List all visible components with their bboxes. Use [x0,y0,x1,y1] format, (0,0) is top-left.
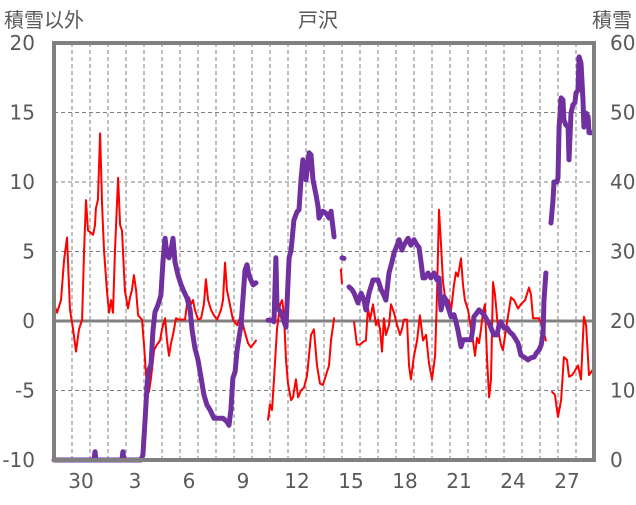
x-tick-label: 9 [237,469,250,493]
x-tick-label: 18 [392,469,417,493]
x-tick-label: 24 [500,469,525,493]
x-tick-label: 12 [284,469,309,493]
left-y-tick-label: 0 [22,309,35,333]
left-y-tick-label: 20 [10,31,35,55]
snow-line-segment [548,54,595,226]
x-tick-label: 6 [183,469,196,493]
right-y-tick-label: 30 [610,240,635,264]
right-y-tick-label: 20 [610,309,635,333]
gridlines [54,42,594,461]
x-tick-label: 27 [554,469,579,493]
right-y-tick-label: 60 [610,31,635,55]
left-axis-title: 積雪以外 [4,8,84,32]
chart-title: 戸沢 [298,8,338,32]
right-y-tick-label: 50 [610,101,635,125]
left-y-tick-label: -5 [15,379,35,403]
series-other-than-snow [53,132,594,421]
left-y-tick-label: 15 [10,101,35,125]
series-lines [51,54,595,463]
snow-line-segment [51,235,259,463]
right-y-tick-label: 10 [610,379,635,403]
x-tick-label: 3 [129,469,142,493]
series-snow-depth [51,54,595,463]
other-line-segment [53,132,257,393]
left-y-tick-label: 5 [22,240,35,264]
other-line-segment [353,208,547,399]
right-y-tick-label: 40 [610,170,635,194]
x-tick-label: 15 [338,469,363,493]
other-line-segment [267,299,336,421]
snow-line-segment [339,255,347,261]
other-line-segment [551,315,594,418]
snow-line-segment [265,150,337,330]
left-y-tick-label: -10 [2,448,35,472]
left-y-tick-label: 10 [10,170,35,194]
tick-labels: -10 -5 0 5 10 15 20 0 10 20 30 40 50 60 30 3 6 9 12 15 18 21 2… [2,31,635,493]
right-y-tick-label: 0 [610,448,623,472]
x-tick-label: 21 [446,469,471,493]
x-tick-label: 30 [68,469,93,493]
snow-line-segment [346,235,549,363]
other-line-segment [339,268,343,285]
plot-frame [52,41,596,462]
right-axis-title: 積雪 [592,8,632,32]
